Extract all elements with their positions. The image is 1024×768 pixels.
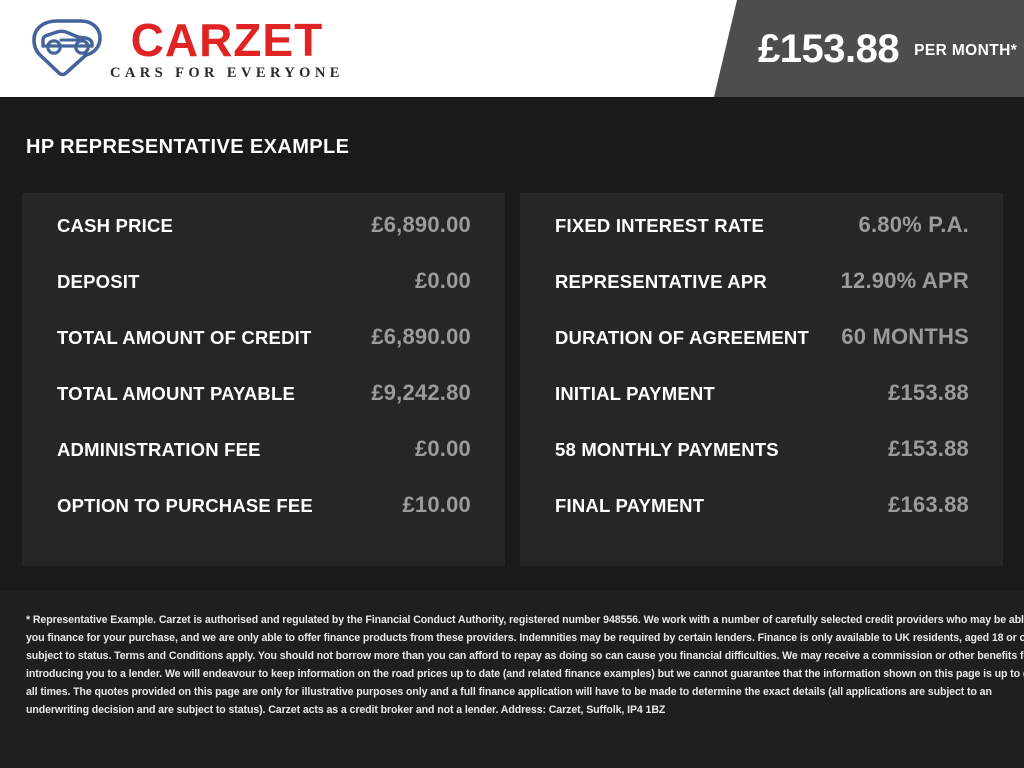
table-row: INITIAL PAYMENT £153.88 [555,380,969,436]
page-header: CARZET CARS FOR EVERYONE £153.88 PER MON… [0,0,1024,97]
row-value: 12.90% APR [840,267,969,293]
row-label: TOTAL AMOUNT OF CREDIT [57,326,312,348]
table-row: TOTAL AMOUNT PAYABLE £9,242.80 [57,380,471,436]
row-value: £153.88 [888,435,969,461]
disclaimer-line: you finance for your purchase, and we ar… [26,632,1024,645]
row-label: CASH PRICE [57,214,174,236]
row-label: FINAL PAYMENT [555,494,705,516]
row-label: FIXED INTEREST RATE [555,214,765,236]
brand-tagline: CARS FOR EVERYONE [110,65,344,82]
brand-name: CARZET [130,14,324,66]
row-label: REPRESENTATIVE APR [555,270,767,292]
table-row: ADMINISTRATION FEE £0.00 [57,436,471,492]
table-row: FINAL PAYMENT £163.88 [555,492,969,548]
row-value: 60 MONTHS [841,323,969,349]
finance-details-panels: CASH PRICE £6,890.00 DEPOSIT £0.00 TOTAL… [22,193,1003,566]
row-label: ADMINISTRATION FEE [57,438,261,460]
table-row: OPTION TO PURCHASE FEE £10.00 [57,492,471,548]
row-value: £9,242.80 [371,379,471,405]
disclaimer-line: introducing you to a lender. We will end… [26,668,1024,681]
row-value: £0.00 [414,267,471,293]
disclaimer-line: underwriting decision and are subject to… [26,704,666,717]
brand-logo[interactable]: CARZET CARS FOR EVERYONE [26,16,344,82]
brand-wordmark: CARZET CARS FOR EVERYONE [110,16,344,82]
disclaimer-line: * Representative Example. Carzet is auth… [26,614,1024,626]
monthly-price-banner: £153.88 PER MONTH* [714,0,1024,97]
table-row: FIXED INTEREST RATE 6.80% P.A. [555,212,969,268]
page-title: HP REPRESENTATIVE EXAMPLE [26,136,350,158]
row-label: INITIAL PAYMENT [555,382,715,404]
disclaimer-text: * Representative Example. Carzet is auth… [26,611,1024,720]
disclaimer-line: all times. The quotes provided on this p… [26,686,992,699]
row-label: DEPOSIT [57,270,140,292]
table-row: DEPOSIT £0.00 [57,268,471,324]
row-value: £10.00 [402,491,471,517]
disclaimer-line: subject to status. Terms and Conditions … [26,650,1024,663]
monthly-price-block: £153.88 PER MONTH* [758,0,1017,97]
row-value: 6.80% P.A. [858,211,969,237]
row-value: £6,890.00 [371,323,471,349]
row-value: £163.88 [888,491,969,517]
table-row: CASH PRICE £6,890.00 [57,212,471,268]
row-label: 58 MONTHLY PAYMENTS [555,438,779,460]
row-label: TOTAL AMOUNT PAYABLE [57,382,296,404]
row-value: £6,890.00 [371,211,471,237]
finance-summary-right-panel: FIXED INTEREST RATE 6.80% P.A. REPRESENT… [520,193,1003,566]
table-row: DURATION OF AGREEMENT 60 MONTHS [555,324,969,380]
table-row: REPRESENTATIVE APR 12.90% APR [555,268,969,324]
page-footer: * Representative Example. Carzet is auth… [0,591,1024,768]
row-value: £153.88 [888,379,969,405]
row-label: OPTION TO PURCHASE FEE [57,494,313,516]
monthly-price-period: PER MONTH* [914,42,1018,59]
monthly-price-amount: £153.88 [758,26,900,71]
row-value: £0.00 [414,435,471,461]
row-label: DURATION OF AGREEMENT [555,326,809,348]
table-row: TOTAL AMOUNT OF CREDIT £6,890.00 [57,324,471,380]
table-row: 58 MONTHLY PAYMENTS £153.88 [555,436,969,492]
finance-summary-left-panel: CASH PRICE £6,890.00 DEPOSIT £0.00 TOTAL… [22,193,505,566]
car-in-location-pin-icon [32,19,102,77]
